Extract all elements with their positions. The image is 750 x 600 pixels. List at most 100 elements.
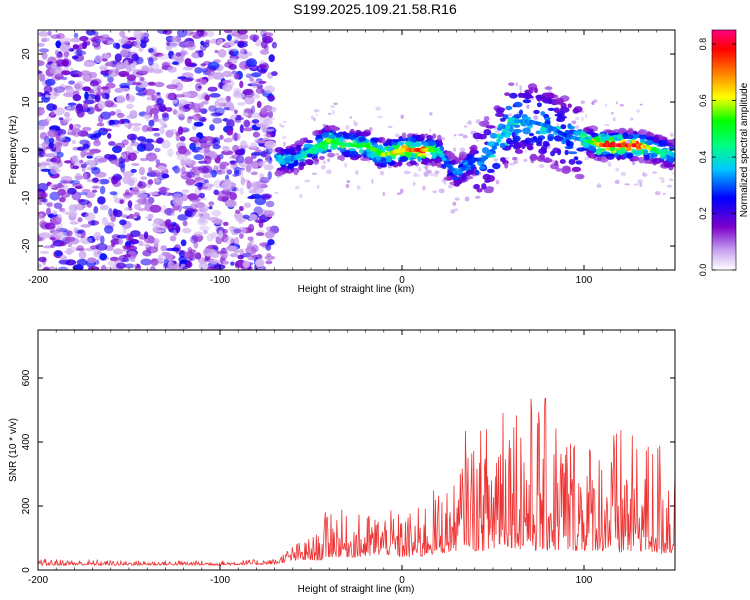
noise-blob [180,159,186,167]
halo-dot [429,128,431,133]
halo-dot [633,183,639,186]
noise-blob [43,37,50,42]
halo-dot [412,181,416,186]
halo-dot [441,136,446,141]
halo-dot [610,111,614,115]
noise-blob [192,125,197,131]
noise-blob [189,31,201,36]
halo-dot [614,179,620,185]
noise-blob [213,189,219,196]
halo-dot [636,109,640,113]
halo-dot [345,124,350,130]
ridge-blob [400,137,409,142]
noise-blob [159,125,165,135]
noise-blob [200,40,205,46]
noise-blob [65,86,75,95]
noise-blob [239,187,244,195]
noise-blob [193,121,204,127]
noise-blob [205,30,215,38]
ridge-blob [543,116,551,121]
noise-blob [119,30,126,38]
halo-dot [463,125,468,128]
halo-dot [668,178,674,182]
noise-blob [97,196,106,205]
noise-blob [82,143,91,149]
noise-blob [137,181,147,189]
halo-dot [317,185,320,189]
noise-blob [237,102,246,106]
noise-blob [208,105,217,112]
noise-blob [249,142,258,149]
noise-blob [153,229,166,233]
noise-blob [184,40,196,48]
noise-blob [47,30,52,36]
noise-blob [150,50,158,57]
halo-dot [509,162,515,166]
halo-dot [639,182,643,188]
noise-blob [159,186,168,195]
halo-dot [400,114,405,120]
noise-blob [147,179,154,185]
noise-blob [79,192,88,196]
noise-blob [130,168,137,173]
noise-blob [263,32,274,37]
noise-blob [248,214,258,221]
noise-blob [143,113,152,120]
noise-blob [228,63,237,70]
noise-blob [38,91,41,97]
noise-blob [207,86,218,92]
halo-dot [654,191,661,196]
noise-blob [256,100,262,109]
halo-dot [444,182,447,185]
ridge-blob [620,147,626,154]
ridge-blob [504,92,511,96]
noise-blob [232,173,238,177]
noise-blob [218,230,224,239]
halo-dot [662,192,666,196]
halo-dot [334,153,340,156]
ridge-core [439,153,445,158]
noise-blob [156,97,164,106]
ridge-blob [518,92,523,98]
noise-blob [179,50,186,58]
noise-blob [122,171,135,177]
noise-blob [216,169,224,175]
ridge-blob [631,155,640,162]
noise-blob [244,88,255,98]
ridge-blob [561,138,566,145]
halo-dot [429,172,433,176]
ridge-blob [542,140,550,147]
noise-blob [39,250,50,254]
noise-blob [132,126,141,132]
noise-blob [237,42,248,48]
ridge-blob [568,158,576,165]
ridge-blob [587,153,597,159]
noise-blob [56,151,64,158]
noise-blob [55,214,63,223]
noise-blob [226,34,232,41]
halo-dot [671,172,675,175]
halo-dot [311,115,314,120]
ridge-blob [409,160,417,165]
halo-dot [580,116,584,122]
noise-blob [234,116,244,121]
ridge-blob [288,163,295,169]
noise-blob [130,230,141,238]
noise-blob [130,122,142,127]
noise-blob [177,76,187,80]
ridge-core [496,138,502,143]
noise-blob [126,74,136,81]
halo-dot [380,170,385,176]
noise-blob [211,112,223,116]
halo-dot [283,141,286,147]
ridge-blob [575,160,583,165]
noise-blob [251,119,260,124]
noise-blob [158,254,164,262]
noise-blob [82,102,88,111]
noise-blob [82,126,92,132]
noise-blob [212,117,223,124]
halo-dot [626,139,631,145]
halo-dot [377,115,383,119]
ridge-blob [327,152,335,158]
